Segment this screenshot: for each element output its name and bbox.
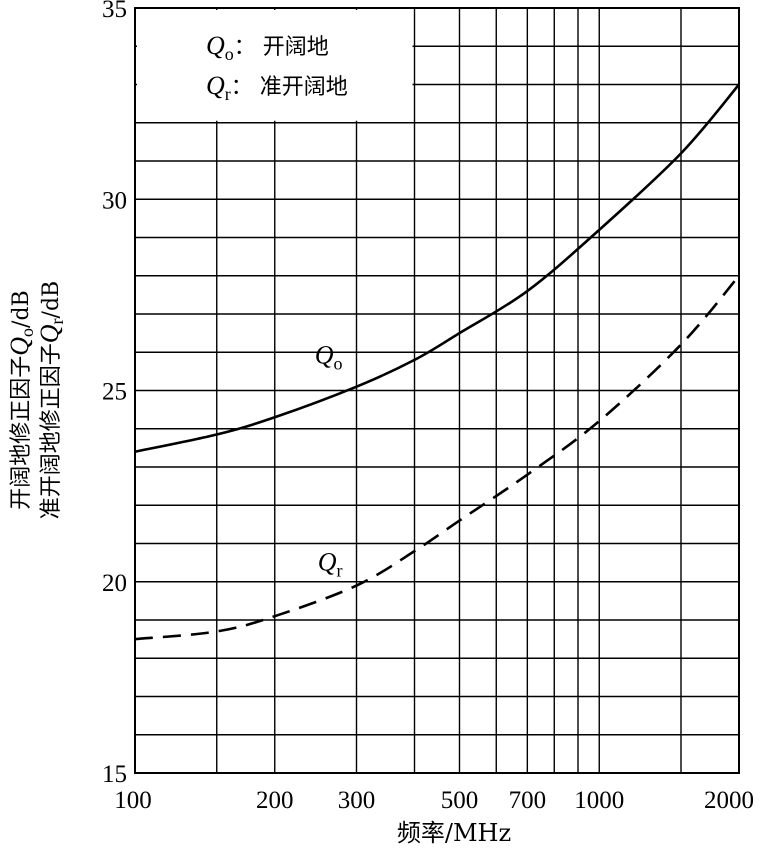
y-tick-label: 20 — [102, 570, 127, 597]
series-line-qo — [134, 83, 740, 453]
x-tick-label: 2000 — [704, 787, 754, 814]
x-tick-label: 500 — [441, 787, 479, 814]
legend-entry: Qr： 准开阔地 — [206, 71, 348, 104]
y-tick-label: 30 — [102, 187, 127, 214]
y-axis-title-line2: 准开阔地修正因子 — [39, 343, 64, 519]
y-axis-title-line1: 开阔地修正因子 — [9, 356, 34, 510]
legend-entry: Qo： 开阔地 — [206, 31, 329, 64]
x-tick-label: 1000 — [574, 787, 624, 814]
x-tick-label: 700 — [509, 787, 547, 814]
series-layer — [134, 83, 740, 641]
y-tick-label: 25 — [102, 379, 127, 406]
series-line-qr — [134, 274, 740, 641]
svg-text:开阔地修正因子Qo/dB: 开阔地修正因子Qo/dB — [5, 290, 37, 509]
series-label-qo: Qo — [315, 341, 343, 374]
grid — [135, 8, 739, 773]
y-tick-labels: 15 20 25 30 35 — [102, 0, 127, 788]
series-labels: Qo Qr — [315, 341, 343, 581]
svg-text:准开阔地修正因子Qr/dB: 准开阔地修正因子Qr/dB — [35, 281, 67, 519]
y-axis-title: 开阔地修正因子Qo/dB 准开阔地修正因子Qr/dB — [5, 281, 67, 519]
x-tick-label: 300 — [338, 787, 376, 814]
x-tick-labels: 100 200 300 500 700 1000 2000 — [114, 787, 754, 814]
series-label-qr: Qr — [318, 547, 343, 580]
plot-frame — [134, 7, 740, 774]
x-axis-title: 频率/MHz — [397, 819, 511, 847]
y-tick-label: 15 — [102, 761, 127, 788]
x-tick-label: 100 — [114, 787, 152, 814]
y-tick-label: 35 — [102, 0, 127, 23]
legend-background — [137, 10, 413, 121]
legend: Qo： 开阔地 Qr： 准开阔地 — [137, 10, 413, 121]
x-tick-label: 200 — [256, 787, 294, 814]
